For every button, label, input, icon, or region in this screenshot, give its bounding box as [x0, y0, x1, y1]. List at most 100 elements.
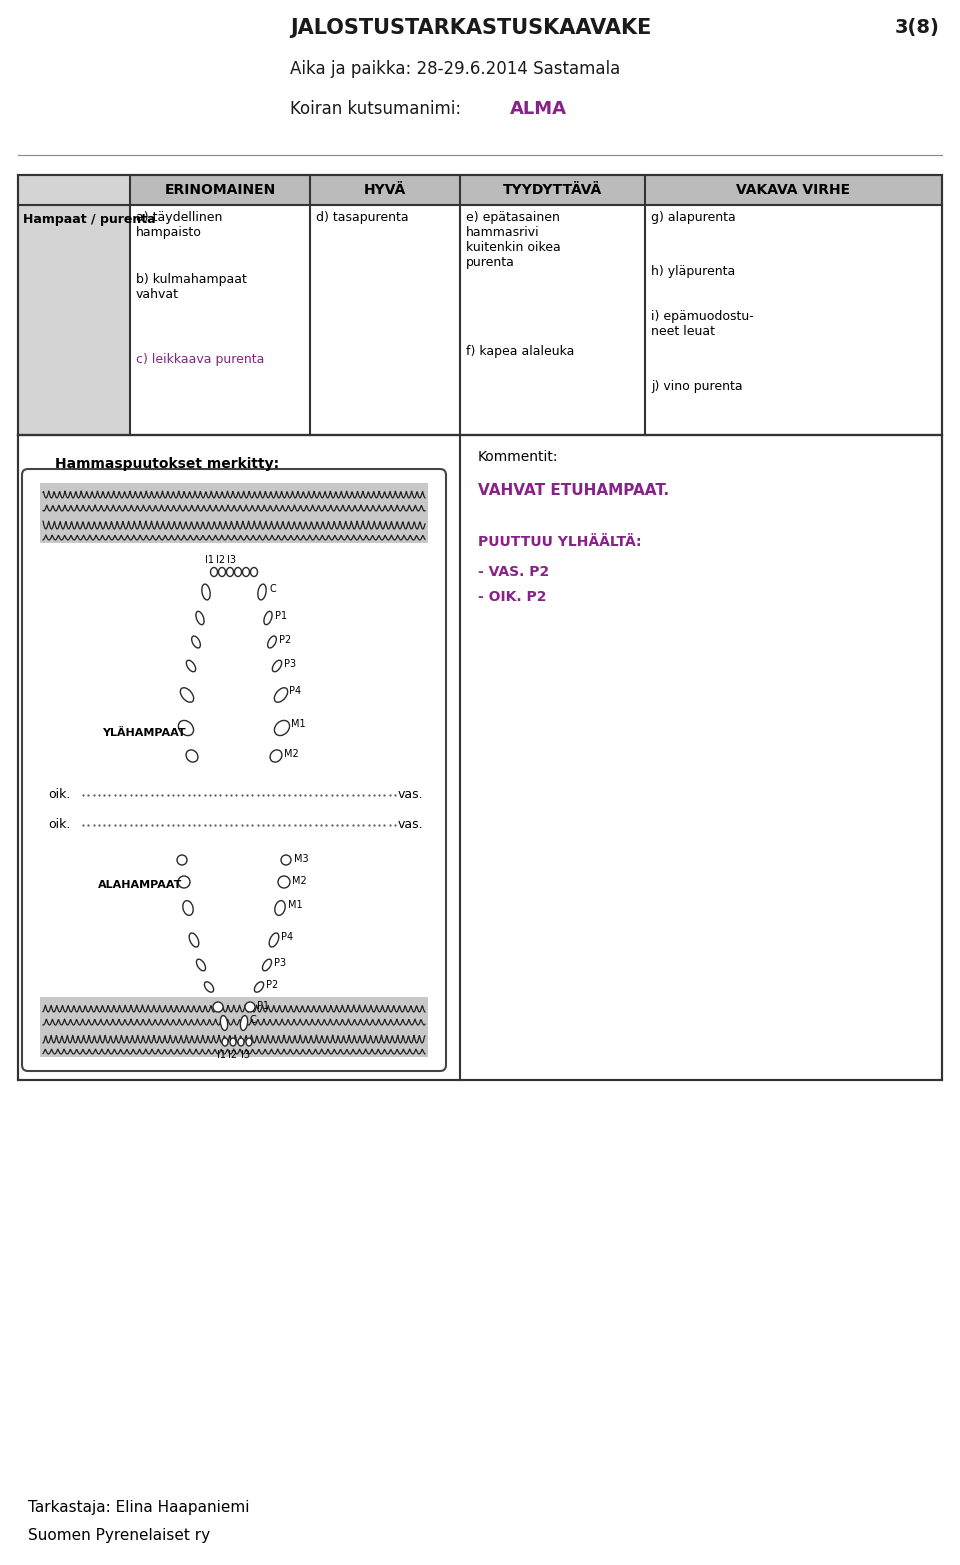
Text: PUUTTUU YLHÄÄLTÄ:: PUUTTUU YLHÄÄLTÄ: — [478, 535, 641, 549]
Text: Suomen Pyrenelaiset ry: Suomen Pyrenelaiset ry — [28, 1527, 210, 1543]
Text: P3: P3 — [284, 659, 296, 668]
Circle shape — [281, 854, 291, 865]
Text: M2: M2 — [292, 876, 307, 886]
Text: HYVÄ: HYVÄ — [364, 183, 406, 197]
Text: P3: P3 — [274, 958, 286, 969]
Ellipse shape — [221, 1016, 228, 1030]
Text: M3: M3 — [294, 854, 308, 864]
Text: j) vino purenta: j) vino purenta — [651, 380, 743, 393]
Text: g) alapurenta: g) alapurenta — [651, 211, 735, 224]
Ellipse shape — [275, 720, 290, 736]
Ellipse shape — [186, 660, 196, 671]
Text: Hampaat / purenta: Hampaat / purenta — [23, 213, 156, 225]
Ellipse shape — [240, 1016, 248, 1030]
Ellipse shape — [186, 750, 198, 762]
Text: vas.: vas. — [398, 789, 423, 801]
Text: ERINOMAINEN: ERINOMAINEN — [164, 183, 276, 197]
Text: e) epätasainen
hammasrivi
kuitenkin oikea
purenta: e) epätasainen hammasrivi kuitenkin oike… — [466, 211, 561, 269]
Text: oik.: oik. — [48, 818, 70, 831]
FancyBboxPatch shape — [22, 470, 446, 1070]
Text: d) tasapurenta: d) tasapurenta — [316, 211, 409, 224]
Bar — [18, 175, 942, 205]
Ellipse shape — [243, 568, 250, 576]
Ellipse shape — [268, 635, 276, 648]
Text: i) epämuodostu-
neet leuat: i) epämuodostu- neet leuat — [651, 310, 754, 338]
Text: ALMA: ALMA — [510, 100, 567, 117]
Ellipse shape — [222, 1038, 228, 1045]
Text: c) leikkaava purenta: c) leikkaava purenta — [136, 354, 264, 366]
Bar — [18, 435, 942, 1080]
Ellipse shape — [262, 959, 272, 970]
Text: P4: P4 — [281, 933, 293, 942]
Ellipse shape — [273, 660, 281, 671]
Text: P1: P1 — [257, 1002, 269, 1011]
Ellipse shape — [238, 1038, 244, 1045]
Ellipse shape — [219, 568, 226, 576]
Bar — [40, 484, 428, 543]
Ellipse shape — [234, 568, 242, 576]
Ellipse shape — [251, 568, 257, 576]
Text: C: C — [269, 584, 276, 595]
Text: JALOSTUSTARKASTUSKAAVAKE: JALOSTUSTARKASTUSKAAVAKE — [290, 19, 652, 38]
Text: - VAS. P2: - VAS. P2 — [478, 565, 549, 579]
Ellipse shape — [179, 720, 194, 736]
Text: VAHVAT ETUHAMPAAT.: VAHVAT ETUHAMPAAT. — [478, 484, 669, 498]
Text: Koiran kutsumanimi:: Koiran kutsumanimi: — [290, 100, 471, 117]
Ellipse shape — [196, 612, 204, 624]
Text: P2: P2 — [266, 980, 278, 991]
Text: TYYDYTTÄVÄ: TYYDYTTÄVÄ — [503, 183, 602, 197]
Ellipse shape — [230, 1038, 236, 1045]
Text: VAKAVA VIRHE: VAKAVA VIRHE — [736, 183, 851, 197]
Ellipse shape — [180, 687, 194, 703]
Text: - OIK. P2: - OIK. P2 — [478, 590, 546, 604]
Text: f) kapea alaleuka: f) kapea alaleuka — [466, 344, 574, 358]
Bar — [18, 175, 942, 435]
Circle shape — [177, 854, 187, 865]
Text: 3(8): 3(8) — [895, 19, 940, 38]
Text: Tarkastaja: Elina Haapaniemi: Tarkastaja: Elina Haapaniemi — [28, 1499, 250, 1515]
Text: oik.: oik. — [48, 789, 70, 801]
Circle shape — [245, 1002, 255, 1013]
Ellipse shape — [270, 750, 282, 762]
Ellipse shape — [182, 900, 193, 916]
Ellipse shape — [258, 584, 266, 599]
Ellipse shape — [227, 568, 233, 576]
Circle shape — [278, 876, 290, 887]
Text: I3: I3 — [228, 556, 236, 565]
Text: Hammaspuutokset merkitty:: Hammaspuutokset merkitty: — [55, 457, 279, 471]
Ellipse shape — [202, 584, 210, 599]
Text: YLÄHAMPAAT: YLÄHAMPAAT — [103, 728, 186, 739]
Text: M1: M1 — [288, 900, 302, 909]
Text: ALAHAMPAAT: ALAHAMPAAT — [98, 880, 182, 890]
Text: P1: P1 — [275, 610, 287, 621]
Circle shape — [178, 876, 190, 887]
Text: I3: I3 — [241, 1050, 250, 1060]
Ellipse shape — [204, 981, 214, 992]
Text: M2: M2 — [284, 750, 299, 759]
Ellipse shape — [275, 900, 285, 916]
Ellipse shape — [192, 635, 201, 648]
Ellipse shape — [275, 687, 288, 703]
Text: Kommentit:: Kommentit: — [478, 451, 559, 463]
Text: M1: M1 — [291, 718, 305, 729]
Ellipse shape — [246, 1038, 252, 1045]
Text: b) kulmahampaat
vahvat: b) kulmahampaat vahvat — [136, 272, 247, 300]
Text: C: C — [250, 1016, 256, 1025]
Circle shape — [213, 1002, 223, 1013]
Ellipse shape — [189, 933, 199, 947]
Text: I2: I2 — [216, 556, 226, 565]
Text: I2: I2 — [228, 1050, 237, 1060]
Bar — [18, 175, 130, 435]
Text: vas.: vas. — [398, 818, 423, 831]
Bar — [40, 997, 428, 1056]
Ellipse shape — [197, 959, 205, 970]
Text: Aika ja paikka: 28-29.6.2014 Sastamala: Aika ja paikka: 28-29.6.2014 Sastamala — [290, 59, 620, 78]
Ellipse shape — [210, 568, 218, 576]
Text: I1: I1 — [205, 556, 214, 565]
Text: h) yläpurenta: h) yläpurenta — [651, 264, 735, 279]
Text: P4: P4 — [289, 685, 301, 696]
Text: I1: I1 — [217, 1050, 226, 1060]
Ellipse shape — [264, 612, 272, 624]
Ellipse shape — [269, 933, 278, 947]
Text: P2: P2 — [279, 635, 291, 645]
